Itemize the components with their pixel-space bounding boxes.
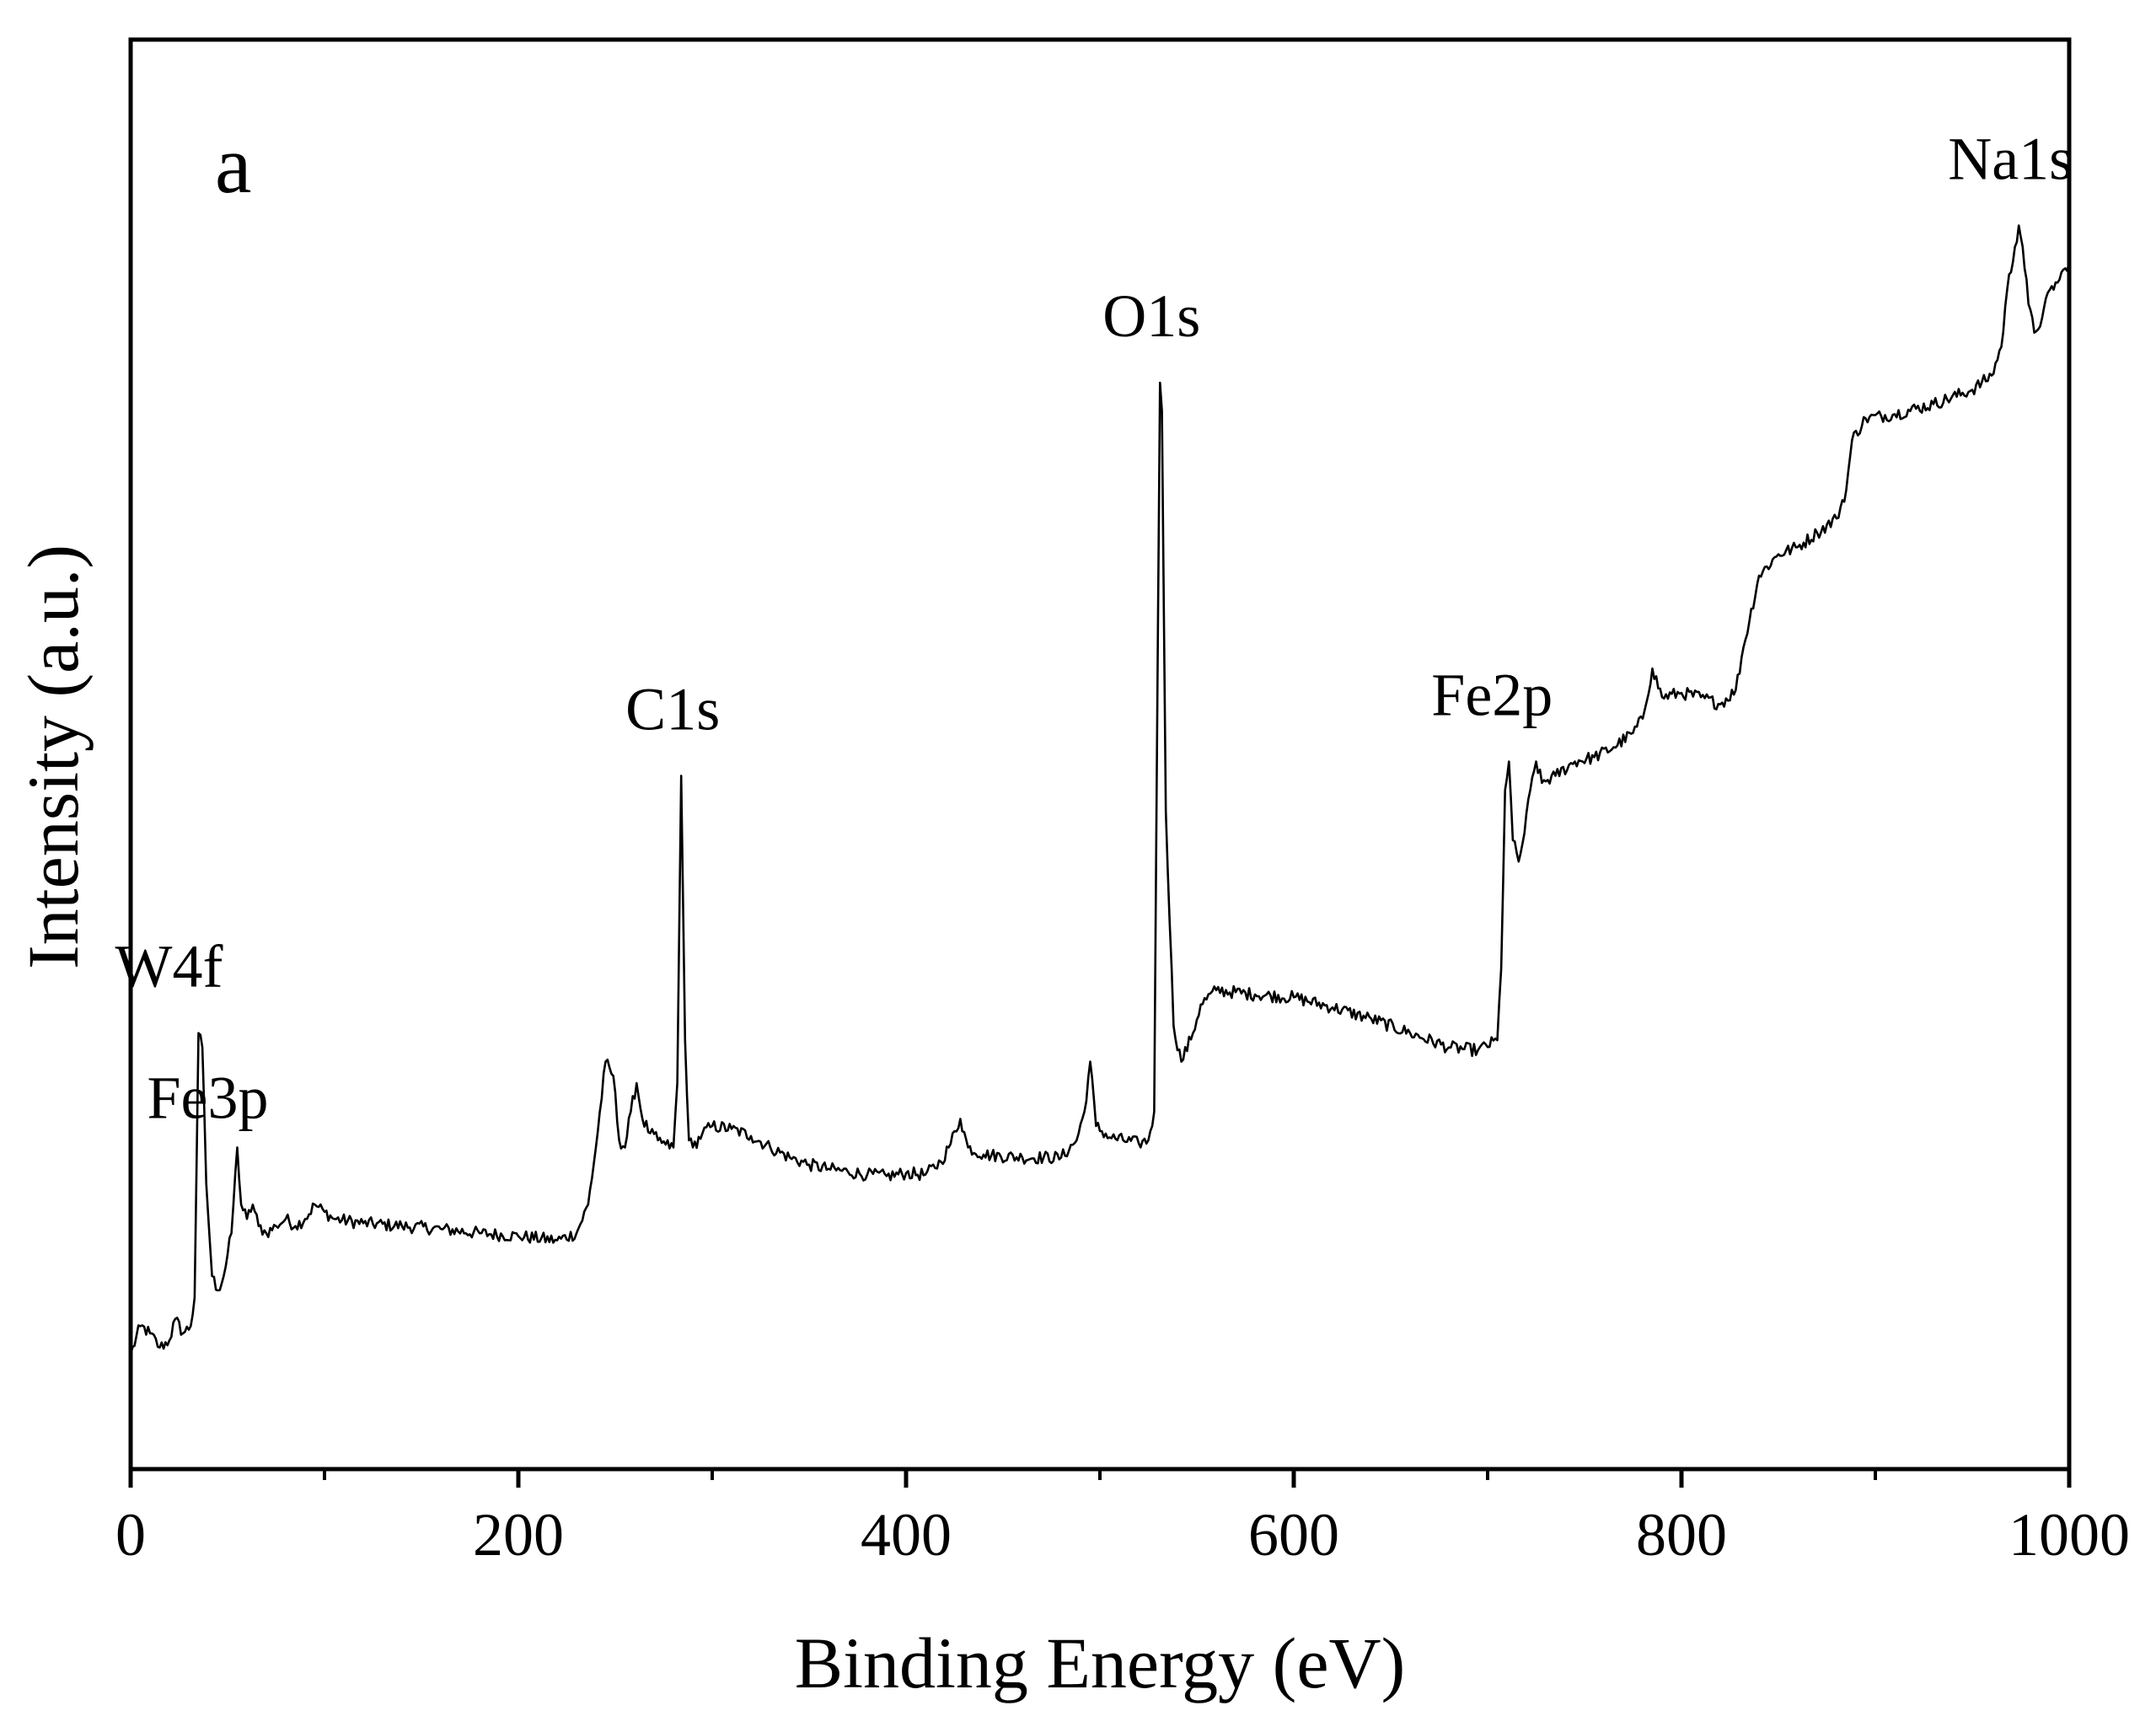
y-axis-title: Intensity (a.u.) [13, 544, 94, 969]
peak-labels: W4f Fe3p C1s O1s Fe2p Na1s [115, 125, 2073, 1131]
peak-label-o1s: O1s [1102, 282, 1200, 350]
x-axis-ticks [128, 1469, 2072, 1488]
peak-label-na1s: Na1s [1948, 125, 2073, 192]
x-axis-title: Binding Energy (eV) [795, 1622, 1406, 1703]
x-axis-tick-labels: 0 200 400 600 800 1000 [115, 1501, 2130, 1569]
peak-label-fe3p: Fe3p [147, 1064, 269, 1131]
x-tick-label: 1000 [2009, 1501, 2130, 1569]
x-tick-label: 200 [473, 1501, 564, 1569]
x-tick-label: 800 [1636, 1501, 1727, 1569]
peak-label-w4f: W4f [115, 933, 223, 1000]
x-tick-label: 0 [115, 1501, 146, 1569]
peak-label-c1s: C1s [625, 675, 720, 743]
x-tick-label: 600 [1248, 1501, 1339, 1569]
plot-frame [128, 37, 2072, 1472]
peak-label-fe2p: Fe2p [1431, 661, 1553, 728]
x-tick-label: 400 [861, 1501, 952, 1569]
spectrum-line [129, 224, 2071, 1355]
panel-label: a [215, 120, 252, 211]
